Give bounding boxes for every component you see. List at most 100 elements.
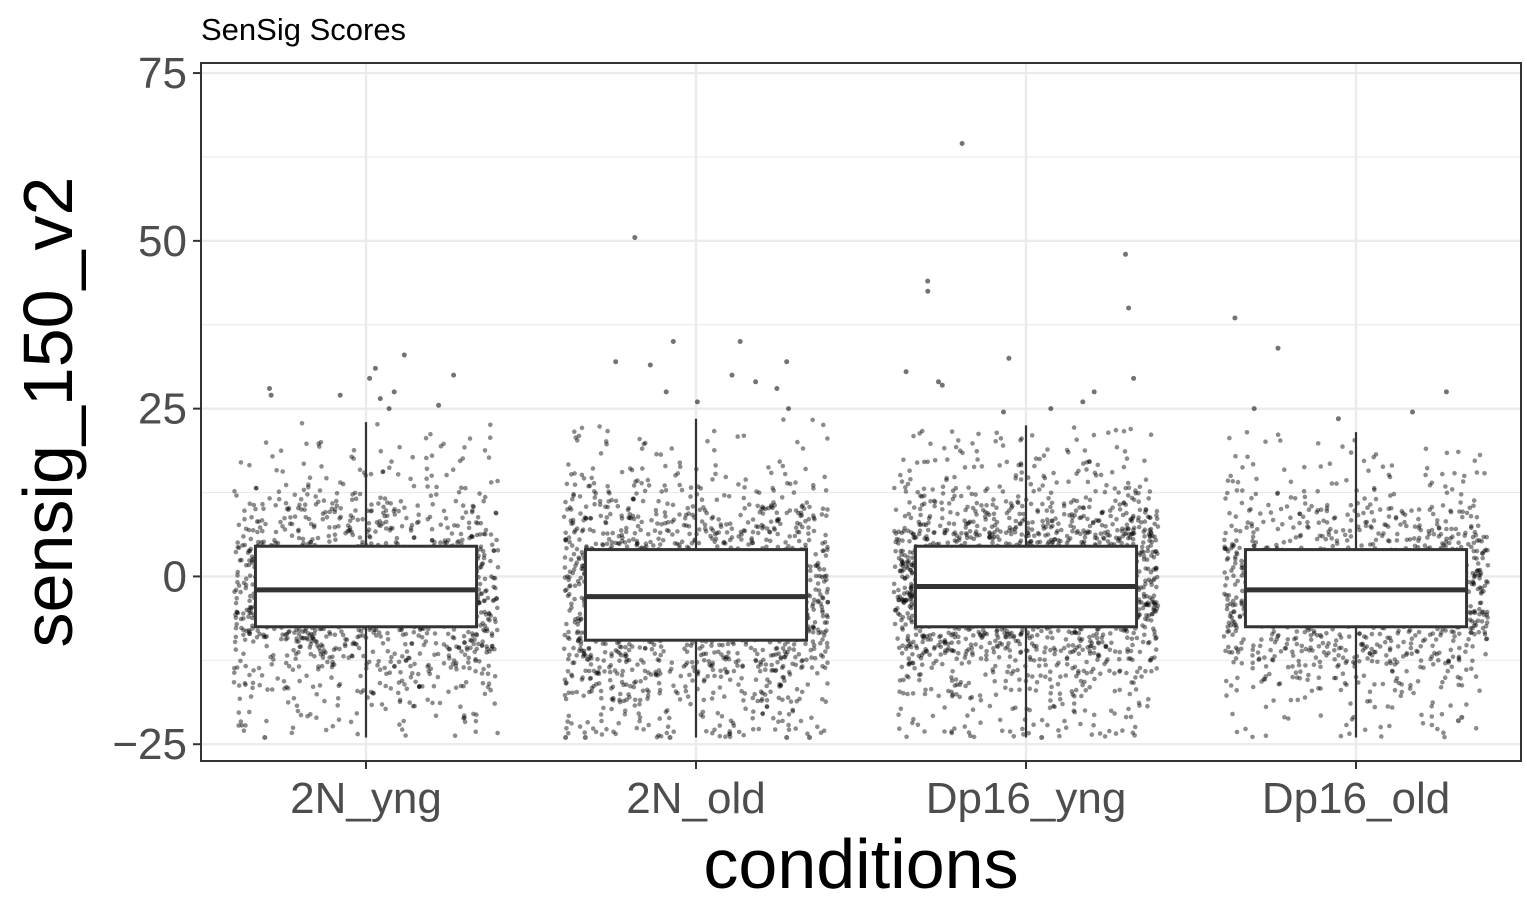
data-point bbox=[306, 484, 311, 490]
data-point bbox=[591, 668, 597, 674]
data-point bbox=[630, 496, 636, 502]
data-point bbox=[444, 540, 449, 545]
data-point bbox=[1124, 522, 1130, 528]
data-point bbox=[637, 701, 642, 707]
data-point bbox=[284, 653, 290, 658]
data-point bbox=[949, 640, 955, 645]
data-point bbox=[658, 452, 664, 457]
data-point bbox=[1069, 630, 1075, 636]
outlier-point bbox=[807, 735, 812, 740]
data-point bbox=[820, 637, 825, 642]
data-point bbox=[908, 641, 913, 646]
data-point bbox=[992, 679, 997, 684]
data-point bbox=[1045, 722, 1050, 728]
data-point bbox=[604, 441, 609, 447]
data-point bbox=[248, 610, 254, 615]
data-point bbox=[445, 631, 451, 637]
data-point bbox=[1137, 612, 1142, 617]
data-point bbox=[412, 703, 417, 709]
data-point bbox=[901, 600, 907, 605]
data-point bbox=[463, 485, 468, 491]
data-point bbox=[1114, 517, 1119, 522]
data-point bbox=[1032, 463, 1037, 469]
data-point bbox=[739, 688, 744, 694]
data-point bbox=[399, 627, 404, 633]
data-point bbox=[589, 689, 594, 694]
data-point bbox=[705, 674, 710, 679]
data-point bbox=[938, 652, 943, 657]
data-point bbox=[385, 630, 390, 636]
data-point bbox=[1153, 609, 1159, 614]
data-point bbox=[741, 495, 747, 501]
data-point bbox=[1031, 722, 1036, 727]
data-point bbox=[755, 530, 761, 536]
data-point bbox=[740, 663, 745, 668]
data-point bbox=[431, 683, 437, 689]
data-point bbox=[772, 503, 777, 508]
data-point bbox=[781, 675, 787, 680]
data-point bbox=[994, 505, 999, 511]
data-point bbox=[1152, 534, 1157, 540]
data-point bbox=[470, 633, 476, 638]
data-point bbox=[468, 645, 473, 651]
data-point bbox=[588, 675, 594, 681]
data-point bbox=[488, 613, 494, 618]
data-point bbox=[486, 455, 492, 460]
data-point bbox=[337, 516, 342, 521]
data-point bbox=[1048, 524, 1054, 530]
data-point bbox=[411, 483, 417, 489]
data-point bbox=[609, 497, 614, 503]
data-point bbox=[596, 681, 602, 686]
data-point bbox=[340, 481, 346, 487]
data-point bbox=[450, 634, 456, 640]
data-point bbox=[1011, 734, 1017, 739]
data-point bbox=[907, 642, 912, 648]
data-point bbox=[566, 656, 571, 662]
data-point bbox=[783, 652, 789, 657]
data-point bbox=[741, 528, 747, 533]
data-point bbox=[307, 645, 313, 650]
data-point bbox=[1108, 631, 1113, 636]
data-point bbox=[261, 634, 267, 639]
data-point bbox=[1093, 518, 1099, 523]
data-point bbox=[424, 476, 429, 482]
data-point bbox=[728, 718, 734, 724]
data-point bbox=[232, 488, 237, 494]
data-point bbox=[416, 684, 422, 689]
data-point bbox=[610, 697, 616, 703]
data-point bbox=[573, 528, 578, 533]
data-point bbox=[799, 689, 805, 695]
data-point bbox=[903, 489, 909, 494]
data-point bbox=[1049, 518, 1054, 523]
data-point bbox=[599, 732, 605, 737]
data-point bbox=[987, 531, 993, 536]
data-point bbox=[794, 699, 800, 704]
data-point bbox=[659, 522, 664, 527]
data-point bbox=[319, 663, 325, 669]
data-point bbox=[579, 648, 585, 654]
data-point bbox=[566, 629, 571, 635]
data-point bbox=[908, 567, 913, 573]
data-point bbox=[994, 519, 1000, 525]
data-point bbox=[438, 522, 444, 528]
data-point bbox=[696, 527, 702, 532]
data-point bbox=[450, 661, 456, 667]
data-point bbox=[1148, 618, 1154, 623]
data-point bbox=[950, 631, 956, 637]
data-point bbox=[810, 629, 816, 635]
data-point bbox=[1087, 634, 1092, 640]
data-point bbox=[945, 540, 951, 546]
data-point bbox=[804, 500, 810, 505]
data-point bbox=[1078, 721, 1083, 727]
data-point bbox=[1070, 692, 1075, 697]
data-point bbox=[392, 663, 397, 669]
data-point bbox=[349, 529, 354, 535]
data-point bbox=[1094, 635, 1100, 641]
data-point bbox=[646, 689, 651, 695]
data-point bbox=[641, 660, 646, 665]
data-point bbox=[1018, 631, 1024, 637]
data-point bbox=[966, 485, 971, 490]
data-point bbox=[488, 558, 493, 564]
data-point bbox=[348, 513, 354, 518]
data-point bbox=[1143, 616, 1148, 622]
